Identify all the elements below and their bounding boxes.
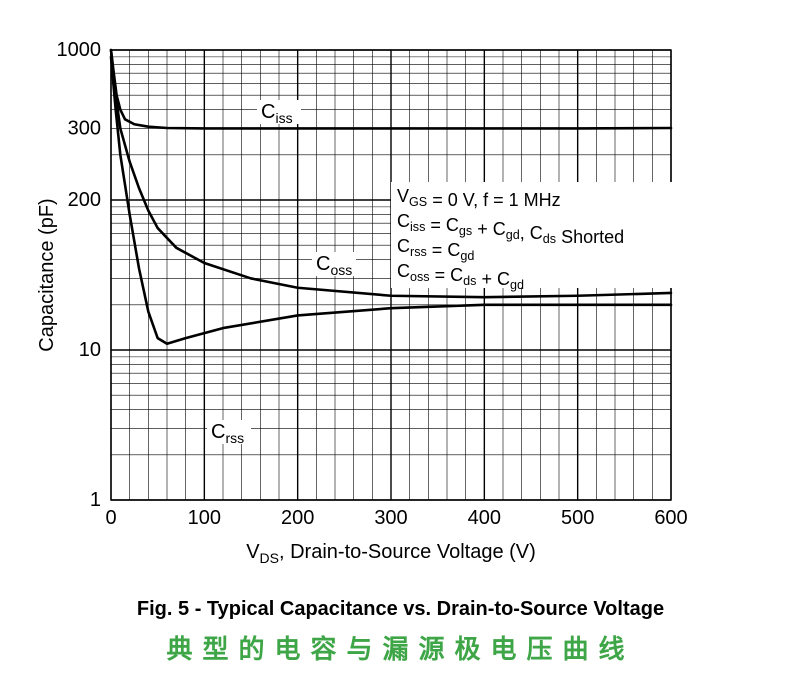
svg-text:300: 300 (374, 507, 407, 529)
svg-text:Capacitance (pF): Capacitance (pF) (36, 198, 58, 351)
svg-text:300: 300 (67, 117, 100, 139)
svg-text:500: 500 (560, 507, 593, 529)
svg-text:0: 0 (105, 507, 116, 529)
chart-container: 0 100 200 300 400 500 600 1 10 200 300 1000 Capacita… (21, 20, 781, 666)
svg-text:400: 400 (467, 507, 500, 529)
svg-text:10: 10 (78, 339, 100, 361)
figure-caption: Fig. 5 - Typical Capacitance vs. Drain-t… (21, 598, 781, 666)
caption-chinese: 典型的电容与漏源极电压曲线 (21, 629, 781, 666)
svg-text:VDS, Drain-to-Source Voltage (: VDS, Drain-to-Source Voltage (V) (246, 541, 536, 566)
svg-text:600: 600 (654, 507, 687, 529)
svg-text:1000: 1000 (56, 39, 101, 61)
svg-text:200: 200 (67, 189, 100, 211)
svg-text:100: 100 (187, 507, 220, 529)
svg-text:200: 200 (280, 507, 313, 529)
caption-english: Fig. 5 - Typical Capacitance vs. Drain-t… (21, 598, 781, 621)
capacitance-chart: 0 100 200 300 400 500 600 1 10 200 300 1000 Capacita… (21, 20, 781, 580)
svg-text:1: 1 (89, 489, 100, 511)
